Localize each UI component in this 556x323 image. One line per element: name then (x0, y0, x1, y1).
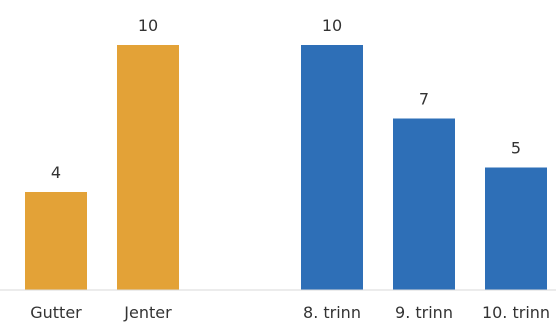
bar-8-trinn (301, 45, 363, 290)
value-label-8-trinn: 10 (322, 16, 342, 35)
category-label-9-trinn: 9. trinn (395, 303, 453, 322)
category-label-jenter: Jenter (123, 303, 172, 322)
bar-jenter (117, 45, 179, 290)
bars-layer (25, 45, 547, 290)
value-label-jenter: 10 (138, 16, 158, 35)
category-label-8-trinn: 8. trinn (303, 303, 361, 322)
value-label-9-trinn: 7 (419, 90, 429, 109)
bar-9-trinn (393, 118, 455, 290)
bar-10-trinn (485, 167, 547, 290)
category-label-10-trinn: 10. trinn (482, 303, 550, 322)
value-label-gutter: 4 (51, 163, 61, 182)
value-label-10-trinn: 5 (511, 139, 521, 158)
labels-layer: 4 Gutter 10 Jenter 10 8. trinn 7 9. trinn 5 10. t… (30, 16, 550, 322)
category-label-gutter: Gutter (30, 303, 82, 322)
bar-gutter (25, 192, 87, 290)
